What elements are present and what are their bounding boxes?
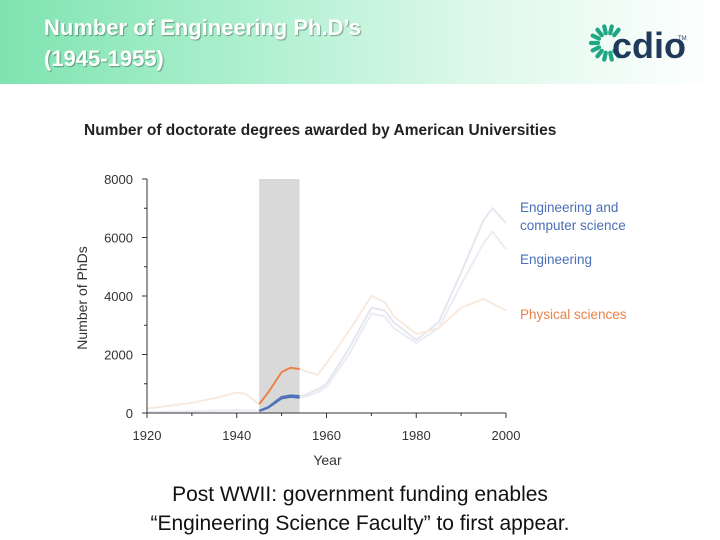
series-line-0-faded — [146, 206, 507, 414]
x-axis-label: Year — [313, 452, 342, 468]
logo-ring-segment — [612, 27, 621, 38]
highlight-band-1945-1955 — [259, 179, 300, 413]
x-tick-label-2000: 2000 — [492, 428, 521, 443]
logo-ring-segment — [602, 50, 608, 62]
caption-line2: “Engineering Science Faculty” to first a… — [150, 512, 570, 535]
lines-layer — [146, 206, 507, 414]
slide-caption: Post WWII: government funding enables “E… — [0, 480, 720, 538]
logo-ring-segment — [602, 24, 608, 36]
series-line-2-highlight — [258, 366, 300, 405]
x-tick-label-1940: 1940 — [222, 428, 251, 443]
series-line-1-faded — [146, 230, 507, 414]
logo-text: cdio — [612, 25, 686, 66]
logo-ring-segment — [590, 33, 602, 41]
caption-line1: Post WWII: government funding enables — [172, 483, 548, 506]
logo-ring-segment — [595, 27, 604, 38]
x-tick-label-1920: 1920 — [133, 428, 162, 443]
cdio-logo: cdio TM — [588, 24, 687, 66]
page-title-line2: (1945-1955) — [44, 46, 164, 71]
logo-ring-segment — [608, 50, 614, 62]
chart-title: Number of doctorate degrees awarded by A… — [84, 122, 556, 139]
page-title-line1: Number of Engineering Ph.D’s — [44, 15, 361, 40]
series-line-1-highlight — [258, 395, 300, 412]
y-tick-label-6000: 6000 — [104, 231, 133, 246]
y-tick-label-8000: 8000 — [104, 172, 133, 187]
legend-physical-sciences: Physical sciences — [520, 307, 627, 322]
logo-ring-segment — [595, 48, 604, 59]
logo-ring-segment — [612, 48, 621, 59]
legend-layer: Engineering and computer science Enginee… — [520, 200, 627, 322]
y-tick-label-2000: 2000 — [104, 348, 133, 363]
logo-ring-segment — [590, 45, 602, 53]
x-tick-label-1980: 1980 — [402, 428, 431, 443]
logo-ring-icon — [588, 24, 621, 62]
logo-tm: TM — [678, 36, 687, 42]
series-line-2-faded — [146, 294, 507, 410]
x-tick-label-1960: 1960 — [312, 428, 341, 443]
legend-engineering-cs-line2: computer science — [520, 218, 626, 233]
axes-layer: 0 2000 4000 6000 8000 1920 1940 1960 1980 2000 — [104, 172, 520, 443]
y-tick-label-0: 0 — [126, 406, 133, 421]
phd-line-chart: Number of doctorate degrees awarded by A… — [74, 122, 627, 468]
legend-engineering: Engineering — [520, 252, 592, 267]
header-banner: Number of Engineering Ph.D’s (1945-1955)… — [0, 0, 720, 84]
y-tick-label-4000: 4000 — [104, 289, 133, 304]
logo-ring-segment — [608, 24, 614, 36]
legend-engineering-cs-line1: Engineering and — [520, 200, 618, 215]
y-axis-label: Number of PhDs — [74, 246, 90, 349]
page-title: Number of Engineering Ph.D’s (1945-1955) — [44, 12, 361, 74]
